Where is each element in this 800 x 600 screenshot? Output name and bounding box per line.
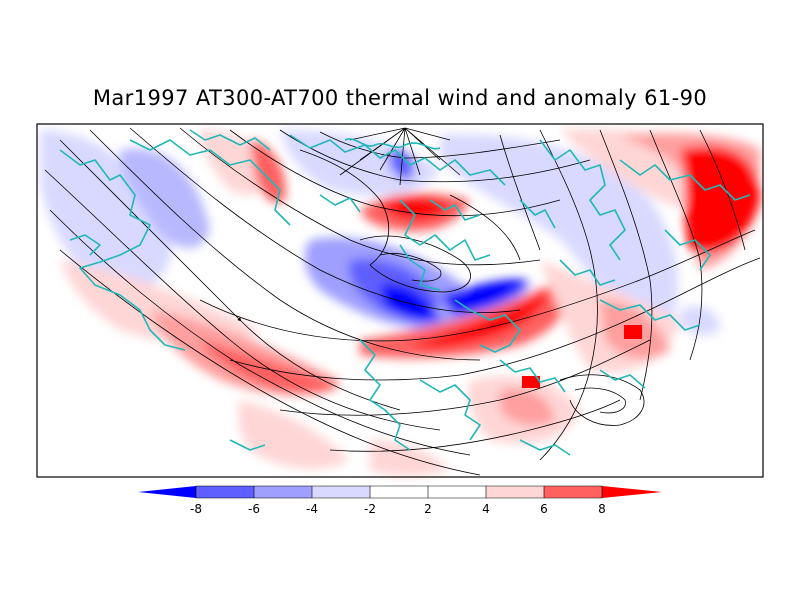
colorbar-bin <box>544 486 602 498</box>
colorbar-label: 2 <box>424 502 432 516</box>
colorbar-label: 6 <box>540 502 548 516</box>
colorbar-label: 8 <box>598 502 606 516</box>
map-frame <box>36 123 764 478</box>
colorbar-label: -8 <box>190 502 202 516</box>
colorbar-label: -6 <box>248 502 260 516</box>
colorbar-bin <box>254 486 312 498</box>
colorbar-label: -4 <box>306 502 318 516</box>
coastline-layer <box>59 129 751 456</box>
colorbar-bin <box>196 486 254 498</box>
colorbar-bin <box>312 486 370 498</box>
page-title: Mar1997 AT300-AT700 thermal wind and ano… <box>92 86 708 110</box>
colorbar-label: 4 <box>482 502 490 516</box>
colorbar-bin <box>486 486 544 498</box>
colorbar-label: -2 <box>364 502 376 516</box>
colorbar-left-arrow <box>138 486 196 498</box>
colorbar: -8 -6 -4 -2 2 4 6 8 <box>138 485 662 516</box>
colorbar-right-arrow <box>602 486 662 498</box>
streamline-layer <box>44 127 761 476</box>
